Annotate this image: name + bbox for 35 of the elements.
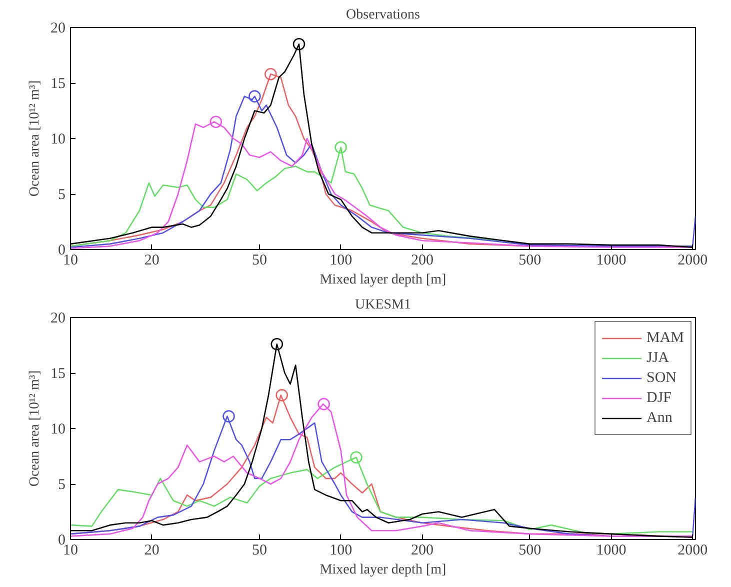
x-tick-label: 100 (330, 252, 352, 268)
x-tick-label: 50 (252, 542, 267, 558)
chart-title: Observations (346, 8, 420, 22)
y-tick-label: 10 (50, 132, 66, 148)
y-tick-label: 5 (58, 187, 66, 203)
y-tick-label: 0 (58, 532, 66, 548)
legend-label: MAM (646, 330, 684, 346)
y-tick-label: 20 (50, 20, 66, 36)
legend-label: DJF (646, 390, 672, 406)
x-tick-label: 2000 (678, 542, 708, 558)
x-tick-label: 1000 (596, 252, 626, 268)
x-tick-label: 1000 (596, 542, 626, 558)
y-tick-label: 20 (50, 310, 66, 326)
y-tick-label: 15 (50, 76, 66, 92)
x-axis-title: Mixed layer depth [m] (320, 272, 446, 288)
x-tick-label: 50 (252, 252, 267, 268)
chart-title: UKESM1 (354, 298, 412, 312)
legend-label: JJA (646, 350, 669, 366)
y-axis-title: Ocean area [10¹² m³] (28, 80, 42, 197)
x-tick-label: 500 (518, 542, 542, 558)
x-tick-label: 200 (410, 252, 434, 268)
x-tick-label: 200 (410, 542, 434, 558)
y-tick-label: 0 (58, 242, 66, 258)
legend-label: SON (646, 370, 676, 386)
x-tick-label: 500 (518, 252, 542, 268)
x-tick-label: 2000 (678, 252, 708, 268)
x-axis-title: Mixed layer depth [m] (320, 562, 446, 578)
y-tick-label: 15 (50, 366, 66, 382)
y-tick-label: 10 (50, 422, 66, 438)
x-tick-label: 100 (330, 542, 352, 558)
legend-label: Ann (646, 410, 672, 426)
x-tick-label: 20 (144, 542, 160, 558)
x-tick-label: 20 (144, 252, 160, 268)
y-tick-label: 5 (58, 477, 66, 493)
y-axis-title: Ocean area [10¹² m³] (28, 370, 42, 487)
